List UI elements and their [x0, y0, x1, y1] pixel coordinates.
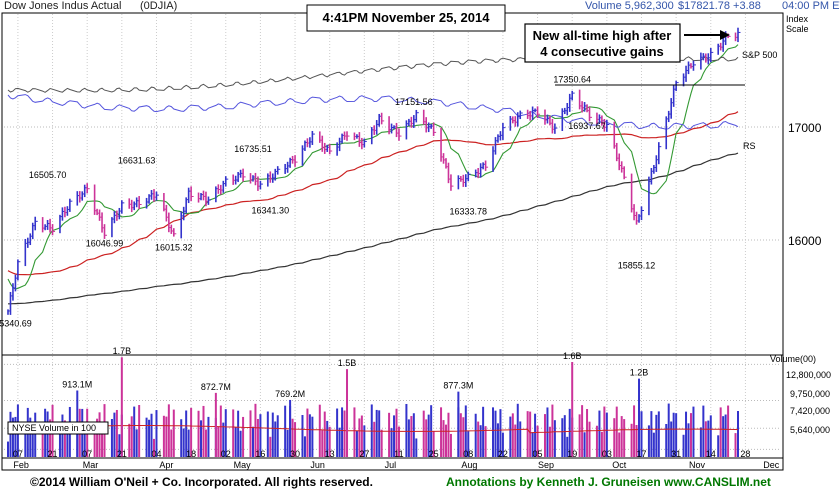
volume-bar-label: 769.2M [275, 389, 305, 399]
x-tick-label: 05 [533, 449, 543, 459]
index-scale-label: Index [786, 14, 809, 24]
x-tick-label: 31 [671, 449, 681, 459]
price-point-label: 16341.30 [252, 205, 290, 215]
note-arrow-head [720, 30, 730, 40]
vol-tick-2: 9,750,000 [790, 389, 830, 399]
volume-bar-label: 1.5B [338, 358, 357, 368]
time-header: 04:00 PM ET [782, 0, 840, 12]
timestamp-annotation: 4:41PM November 25, 2014 [323, 10, 491, 25]
x-tick-label: 16 [255, 449, 265, 459]
x-tick-label: 18 [186, 449, 196, 459]
index-scale-label-2: Scale [786, 24, 809, 34]
volume-average-line [7, 425, 739, 434]
x-month-label: Sep [538, 460, 554, 470]
timestamp-box [306, 4, 506, 32]
volume-bar-label: 877.3M [443, 381, 473, 391]
volume-bars [7, 357, 739, 457]
x-month-label: Mar [83, 460, 99, 470]
x-tick-label: 21 [48, 449, 58, 459]
x-tick-label: 21 [117, 449, 127, 459]
price-point-label: 16937.67 [568, 121, 606, 131]
x-tick-label: 07 [13, 449, 23, 459]
x-tick-label: 11 [394, 449, 403, 459]
ma200-line [8, 152, 739, 305]
price-point-label: 16505.70 [29, 170, 67, 180]
volume-bar-label: 872.7M [201, 382, 231, 392]
price-point-label: 16015.32 [155, 242, 193, 252]
price-header: $17821.78 +3.88 [678, 0, 761, 12]
price-bars [7, 27, 741, 315]
x-tick-label: 17 [636, 449, 646, 459]
volume-bar-label: 913.1M [62, 379, 92, 389]
price-point-label: 15340.69 [0, 319, 32, 329]
x-month-label: Feb [13, 460, 29, 470]
x-month-label: Dec [763, 460, 780, 470]
ma50-line [7, 111, 739, 276]
price-point-label: 17151.56 [395, 97, 433, 107]
x-month-label: Oct [612, 460, 627, 470]
x-axis-strip [1, 457, 784, 471]
x-tick-label: 07 [82, 449, 92, 459]
grid-layer [4, 14, 780, 457]
x-month-label: Apr [159, 460, 173, 470]
x-tick-label: 19 [567, 449, 577, 459]
chart-title: Dow Jones Indus Actual [4, 0, 121, 12]
x-tick-label: 14 [706, 449, 716, 459]
x-tick-label: 03 [602, 449, 612, 459]
volume-bar-label: 1.6B [563, 351, 582, 361]
price-point-label: 15855.12 [618, 260, 656, 270]
footer-credit: Annotations by Kenneth J. Gruneisen www.… [446, 475, 771, 489]
rs-label: RS [743, 141, 756, 151]
price-panel-frame [1, 12, 784, 356]
vol-tick-1: 12,800,000 [786, 370, 831, 380]
volume-legend-box [7, 421, 109, 435]
x-tick-label: 27 [359, 449, 369, 459]
vol-tick-4: 5,640,000 [790, 425, 830, 435]
note-line-2: 4 consecutive gains [540, 44, 664, 59]
sp500-label: S&P 500 [742, 50, 777, 60]
note-box [524, 23, 681, 63]
volume-header: Volume 5,962,300 [585, 0, 674, 12]
price-point-label: 16333.78 [449, 206, 487, 216]
price-point-label: 16631.63 [118, 156, 156, 166]
volume-bar-label: 1.7B [113, 346, 132, 356]
volume-bar-label: 1.2B [630, 368, 649, 378]
volume-axis-title: Volume(00) [770, 354, 816, 364]
x-tick-label: 28 [740, 449, 750, 459]
x-tick-label: 13 [325, 449, 335, 459]
price-point-label: 16735.51 [234, 144, 272, 154]
x-month-label: Nov [689, 460, 706, 470]
rs-line [7, 94, 739, 130]
x-tick-label: 30 [290, 449, 300, 459]
x-tick-label: 22 [498, 449, 508, 459]
x-tick-label: 02 [221, 449, 231, 459]
footer-copyright: ©2014 William O'Neil + Co. Incorporated.… [30, 475, 373, 489]
price-point-label: 17350.64 [553, 74, 591, 84]
y-tick-16000: 16000 [788, 234, 822, 248]
vol-tick-3: 7,420,000 [790, 406, 830, 416]
x-month-label: Jul [385, 460, 397, 470]
y-tick-17000: 17000 [788, 121, 822, 135]
note-line-1: New all-time high after [533, 28, 672, 43]
x-tick-label: 25 [429, 449, 439, 459]
x-month-label: May [234, 460, 252, 470]
x-tick-label: 08 [463, 449, 473, 459]
volume-legend: NYSE Volume in 100 [12, 423, 96, 433]
chart-symbol: (0DJIA) [140, 0, 177, 12]
ma10-line [7, 44, 739, 290]
chart-labels: 07 21 07 21 04 18 02 16 30 13 27 11 25 08 22 05 19 03 17 31… [0, 74, 780, 470]
price-point-label: 16046.99 [86, 239, 124, 249]
x-month-label: Aug [461, 460, 477, 470]
x-month-label: Jun [310, 460, 325, 470]
x-tick-label: 04 [151, 449, 161, 459]
